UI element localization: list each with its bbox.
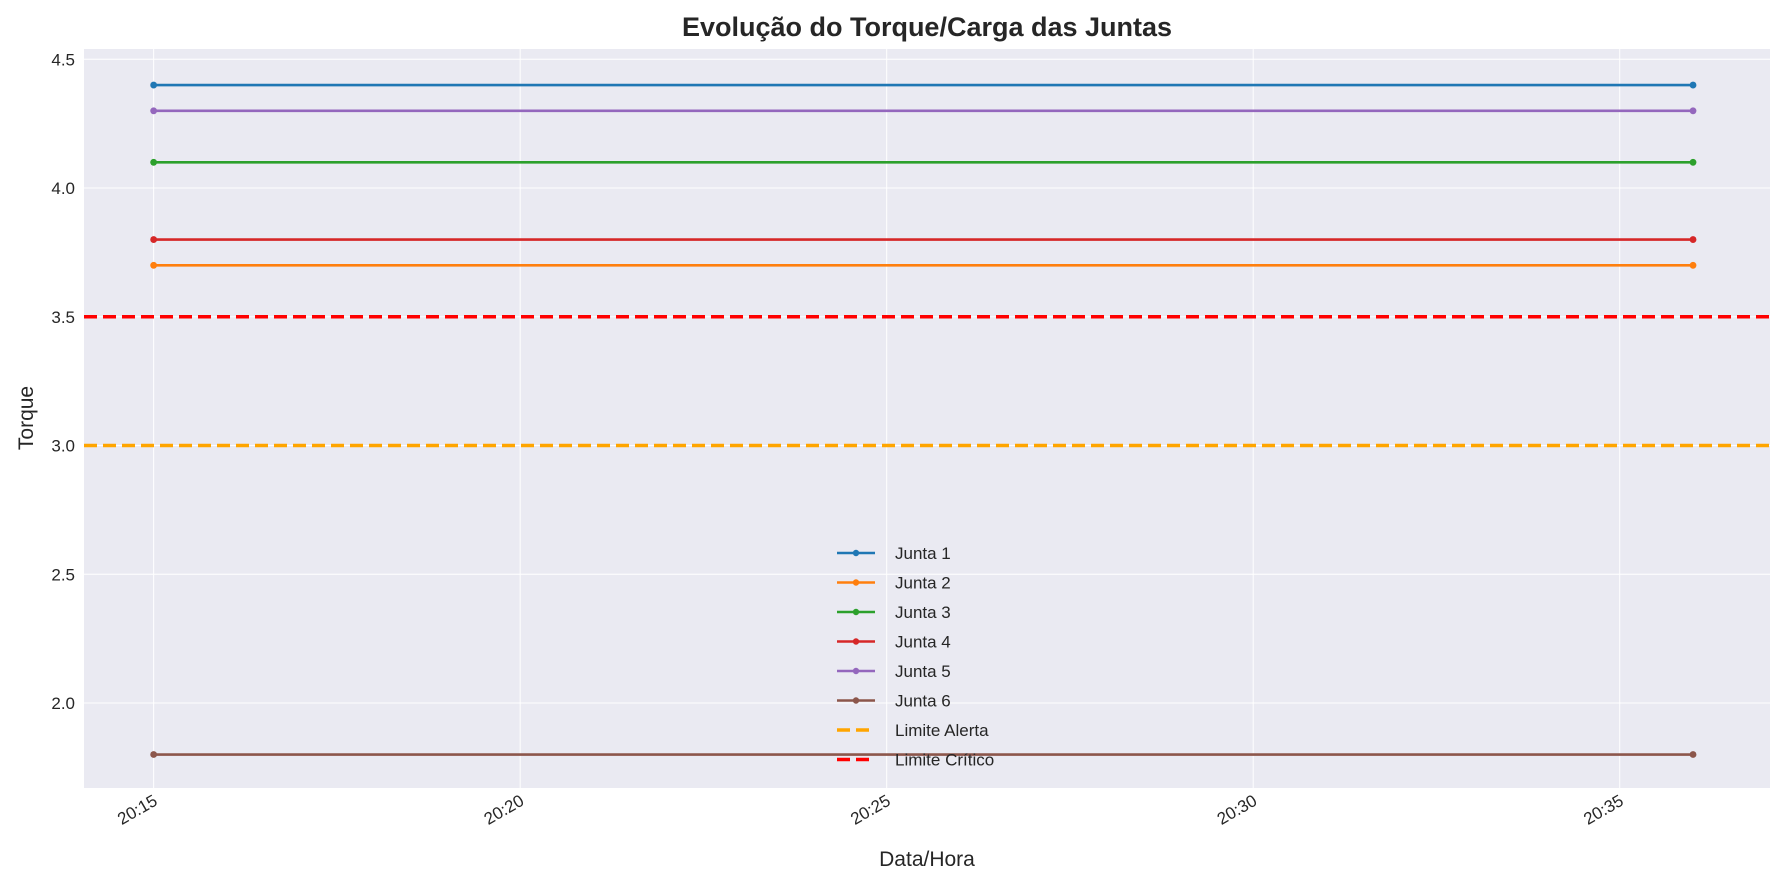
x-axis-label: Data/Hora <box>879 848 975 871</box>
x-tick-label: 20:35 <box>1580 791 1626 829</box>
legend-marker <box>852 697 860 704</box>
x-axis-ticks: 20:15 20:20 20:25 20:30 20:35 <box>114 791 1626 829</box>
x-tick-label: 20:15 <box>114 791 160 829</box>
legend-label: Junta 5 <box>895 662 951 681</box>
y-tick-label: 3.0 <box>51 437 75 456</box>
series-point-junta-4 <box>150 236 158 243</box>
legend-marker <box>852 549 860 557</box>
y-tick-label: 3.5 <box>51 308 75 327</box>
legend-marker <box>852 667 860 675</box>
y-axis-ticks: 2.0 2.5 3.0 3.5 4.0 4.5 <box>51 50 75 713</box>
series-point-junta-5 <box>1689 107 1697 115</box>
y-tick-label: 2.0 <box>51 694 75 713</box>
x-tick-label: 20:30 <box>1214 791 1260 829</box>
legend-label: Junta 2 <box>895 574 951 593</box>
legend-label: Limite Crítico <box>895 751 994 770</box>
legend-label: Junta 4 <box>895 633 951 652</box>
series-point-junta-1 <box>150 81 158 89</box>
legend-label: Junta 6 <box>895 692 951 711</box>
series-point-junta-4 <box>1689 236 1697 243</box>
plot-background <box>84 49 1770 788</box>
legend-label: Junta 3 <box>895 603 951 622</box>
x-tick-label: 20:25 <box>847 791 893 829</box>
chart-title: Evolução do Torque/Carga das Juntas <box>682 12 1172 42</box>
series-point-junta-2 <box>1689 261 1697 269</box>
series-point-junta-6 <box>1689 751 1697 758</box>
legend-label: Junta 1 <box>895 544 951 563</box>
reference-lines <box>84 315 1770 448</box>
series-point-junta-1 <box>1689 81 1697 89</box>
y-tick-label: 4.0 <box>51 179 75 198</box>
legend-marker <box>852 638 860 645</box>
series-point-junta-3 <box>150 158 158 166</box>
x-tick-label: 20:20 <box>481 791 527 829</box>
legend-marker <box>852 608 860 616</box>
legend-marker <box>852 579 860 586</box>
series-point-junta-2 <box>150 261 158 269</box>
legend-label: Limite Alerta <box>895 721 989 740</box>
legend: Junta 1 Junta 2 Junta 3 Junta 4 Junta 5 Junta… <box>837 544 994 770</box>
series-point-junta-5 <box>150 107 158 115</box>
series-lines <box>150 81 1697 758</box>
y-tick-label: 2.5 <box>51 565 75 584</box>
series-point-junta-3 <box>1689 158 1697 166</box>
y-axis-label: Torque <box>15 386 38 450</box>
y-tick-label: 4.5 <box>51 50 75 69</box>
series-point-junta-6 <box>150 751 158 758</box>
